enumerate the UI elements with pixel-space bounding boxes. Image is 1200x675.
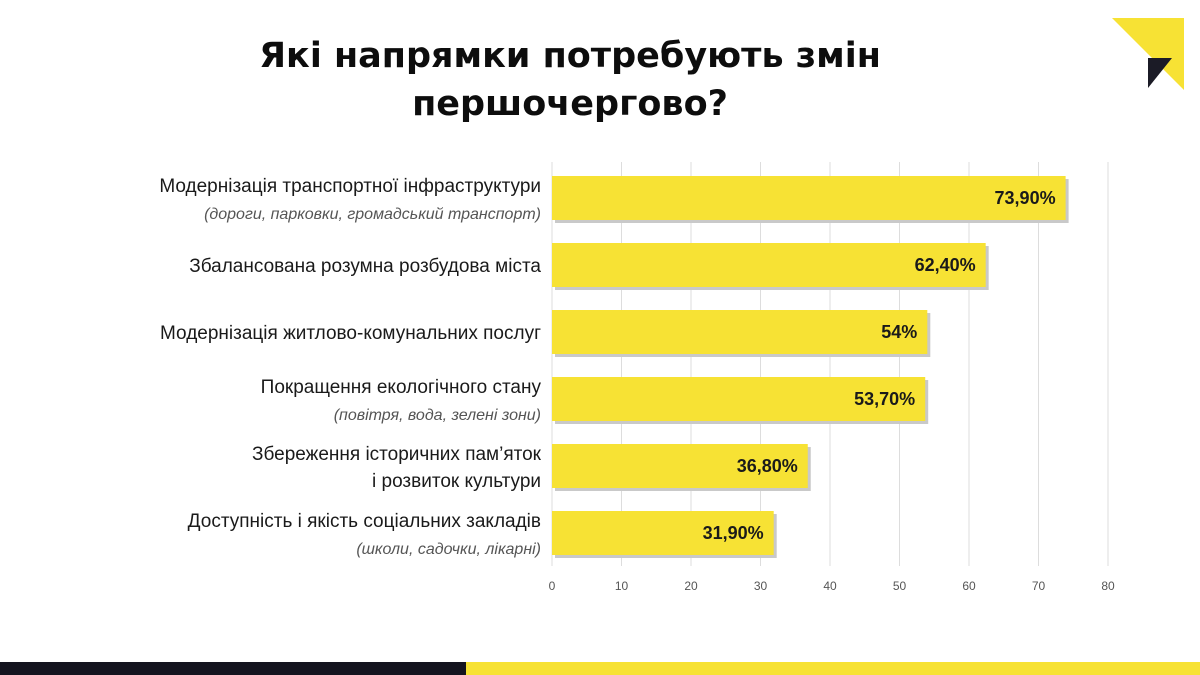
bar	[552, 377, 926, 421]
bar	[552, 176, 1066, 220]
data-label: 62,40%	[915, 255, 976, 275]
bar	[552, 243, 986, 287]
bar	[552, 310, 928, 354]
bar	[552, 511, 774, 555]
category-sublabel: (школи, садочки, лікарні)	[356, 541, 541, 558]
logo-dark-triangle	[1148, 58, 1172, 88]
x-tick-label: 50	[893, 579, 907, 593]
logo-icon	[1112, 18, 1184, 90]
bar-chart: 0 10 20 30 40 50 60 70 80 73,90% Модернізація тран…	[159, 162, 1115, 593]
x-tick-label: 70	[1032, 579, 1046, 593]
category-sublabel: (повітря, вода, зелені зони)	[334, 407, 541, 424]
x-tick-label: 80	[1101, 579, 1115, 593]
category-label: Збереження історичних пам’яток	[252, 444, 542, 465]
x-tick-label: 60	[962, 579, 976, 593]
category-label: Збалансована розумна розбудова міста	[189, 256, 541, 277]
x-tick-label: 0	[549, 579, 556, 593]
bar	[552, 444, 808, 488]
data-label: 36,80%	[737, 456, 798, 476]
category-sublabel: (дороги, парковки, громадський транспорт…	[204, 206, 541, 223]
footer-bar-yellow	[466, 662, 1200, 675]
data-label: 54%	[881, 322, 917, 342]
x-tick-label: 30	[754, 579, 768, 593]
category-label: Модернізація транспортної інфраструктури	[159, 176, 541, 197]
page-title: Які напрямки потребують змін першочергов…	[259, 36, 881, 124]
category-sublabel: і розвиток культури	[372, 471, 541, 492]
x-tick-label: 10	[615, 579, 629, 593]
logo-yellow-triangle	[1112, 18, 1184, 90]
category-label: Покращення екологічного стану	[261, 377, 542, 398]
footer-bar-dark	[0, 662, 466, 675]
data-label: 73,90%	[995, 188, 1056, 208]
category-label: Модернізація житлово-комунальних послуг	[160, 323, 541, 344]
data-label: 31,90%	[703, 523, 764, 543]
data-label: 53,70%	[854, 389, 915, 409]
x-tick-label: 20	[684, 579, 698, 593]
x-tick-label: 40	[823, 579, 837, 593]
category-label: Доступність і якість соціальних закладів	[188, 511, 541, 532]
